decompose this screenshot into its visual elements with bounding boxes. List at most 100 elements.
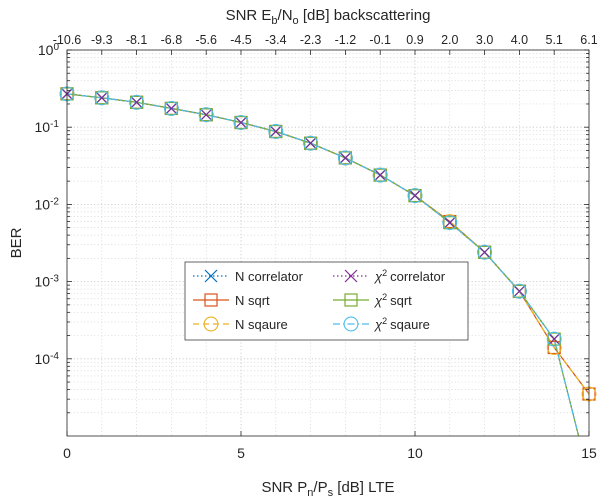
data-point-chi2-sqrt xyxy=(478,245,492,259)
data-point-chi2-correlator-stroke xyxy=(512,284,526,298)
y-tick-label-exponent: -2 xyxy=(50,196,59,207)
legend-label: χ2 sqaure xyxy=(374,316,430,332)
data-point-chi2-sqaure xyxy=(303,135,319,151)
y-tick-label: 10-1 xyxy=(35,119,60,136)
data-point-chi2-sqaure xyxy=(233,115,249,130)
data-point-chi2-correlator-stroke xyxy=(164,102,178,115)
data-point-chi2-correlator-stroke xyxy=(443,216,457,230)
top-tick-label: -3.4 xyxy=(265,33,287,47)
legend-swatch-marker xyxy=(204,293,218,307)
y-tick-label-base: 10 xyxy=(35,196,51,212)
x-axis-label-bottom-post: [dB] LTE xyxy=(333,479,394,496)
x-axis-label-top-post: [dB] backscattering xyxy=(299,7,431,24)
top-tick-label: -10.6 xyxy=(53,33,82,47)
data-point-chi2-sqrt xyxy=(130,95,144,109)
top-tick-label: 0.9 xyxy=(406,33,423,47)
x-axis-label-bottom-sub2: s xyxy=(328,487,334,499)
top-tick-label: -6.8 xyxy=(161,33,183,47)
data-point-chi2-correlator xyxy=(199,108,213,122)
x-axis-label-top-sub1: b xyxy=(271,15,277,27)
legend-swatch-marker-stroke xyxy=(344,269,358,283)
legend-label-chi: χ xyxy=(374,269,383,284)
data-point-chi2-sqrt xyxy=(338,151,352,165)
data-point-chi2-correlator xyxy=(234,116,248,129)
data-point-chi2-correlator-stroke xyxy=(338,151,352,165)
data-point-chi2-correlator-stroke xyxy=(130,95,144,109)
x-axis-label-top-mid: /N xyxy=(278,7,293,24)
x-axis-label-bottom-sub1: n xyxy=(307,487,313,499)
y-axis-label: BER xyxy=(8,227,25,258)
data-point-chi2-sqrt xyxy=(373,168,387,182)
legend-label-exp: 2 xyxy=(382,268,387,278)
legend-label-exp: 2 xyxy=(382,316,387,326)
top-tick-label: -5.6 xyxy=(195,33,217,47)
data-point-chi2-sqaure xyxy=(372,167,388,183)
y-tick-label-exponent: -4 xyxy=(50,350,59,361)
y-tick-label-exponent: 0 xyxy=(53,42,59,53)
legend-swatch-marker xyxy=(344,269,358,283)
data-point-chi2-correlator xyxy=(164,102,178,115)
data-point-chi2-correlator xyxy=(443,216,457,230)
legend-label: χ2 correlator xyxy=(374,268,446,284)
top-tick-label: 4.0 xyxy=(511,33,528,47)
data-point-chi2-sqaure xyxy=(94,90,110,106)
y-tick-label: 10-3 xyxy=(35,273,60,290)
data-point-chi2-correlator xyxy=(478,245,492,259)
x-tick-label: 15 xyxy=(581,445,597,461)
x-axis-label-bottom: SNR Pn/Ps [dB] LTE xyxy=(261,479,394,499)
top-tick-label: 2.0 xyxy=(441,33,458,47)
legend-label-text: correlator xyxy=(390,269,446,284)
data-point-chi2-correlator-stroke xyxy=(234,116,248,129)
y-tick-label-exponent: -3 xyxy=(50,273,59,284)
y-tick-label: 100 xyxy=(38,42,60,59)
plot-area xyxy=(67,50,589,436)
legend-label-text: sqaure xyxy=(390,317,430,332)
data-point-chi2-correlator-stroke xyxy=(373,168,387,182)
data-point-N-sqaure xyxy=(546,340,562,355)
data-point-chi2-sqaure xyxy=(477,244,493,260)
top-tick-label: -2.3 xyxy=(300,33,322,47)
data-point-chi2-sqrt xyxy=(512,284,527,298)
x-axis-label-top-sub2: o xyxy=(293,15,299,27)
data-point-chi2-sqaure xyxy=(268,124,284,139)
data-point-chi2-correlator-stroke xyxy=(408,189,422,203)
data-point-chi2-correlator xyxy=(130,95,144,109)
data-point-chi2-sqaure xyxy=(511,283,527,299)
data-point-chi2-correlator xyxy=(547,332,561,346)
legend-swatch-marker xyxy=(204,269,218,283)
series-lines xyxy=(66,93,590,437)
data-point-chi2-correlator-stroke xyxy=(199,108,213,122)
top-tick-label: -1.2 xyxy=(335,33,357,47)
top-tick-label: 6.1 xyxy=(580,33,597,47)
y-tick-label: 10-2 xyxy=(35,196,60,213)
legend-label: N correlator xyxy=(235,269,304,284)
legend-label-chi: χ xyxy=(374,317,383,332)
legend-swatch-marker xyxy=(344,293,358,307)
x-axis-label-top: SNR Eb/No [dB] backscattering xyxy=(226,7,431,27)
data-point-chi2-sqrt xyxy=(269,124,283,139)
top-tick-label: -8.1 xyxy=(126,33,148,47)
legend-box xyxy=(184,261,469,341)
data-point-chi2-sqrt xyxy=(164,101,178,116)
y-tick-label-base: 10 xyxy=(38,42,54,58)
data-point-chi2-sqaure xyxy=(163,100,179,116)
legend-swatch-marker xyxy=(343,316,359,332)
data-point-chi2-sqrt xyxy=(95,91,109,105)
top-tick-label: -4.5 xyxy=(230,33,252,47)
data-point-chi2-sqaure xyxy=(198,107,214,123)
data-point-chi2-correlator-stroke xyxy=(547,332,561,346)
data-point-chi2-sqaure xyxy=(337,150,353,166)
y-tick-label: 10-4 xyxy=(35,350,60,367)
legend-label-text: sqrt xyxy=(390,293,412,308)
plot-frame xyxy=(66,49,590,437)
data-point-chi2-correlator xyxy=(95,91,109,105)
legend-swatch-marker-stroke xyxy=(204,269,218,283)
x-axis-label-bottom-mid: /P xyxy=(313,479,327,496)
data-point-chi2-correlator xyxy=(304,136,318,150)
series-line-chi2-sqaure xyxy=(66,93,580,437)
legend-label: χ2 sqrt xyxy=(374,292,412,308)
legend-label-exp: 2 xyxy=(382,292,387,302)
data-point-chi2-correlator xyxy=(512,284,526,298)
data-point-chi2-sqrt xyxy=(199,108,213,122)
data-point-chi2-sqaure xyxy=(407,188,423,204)
